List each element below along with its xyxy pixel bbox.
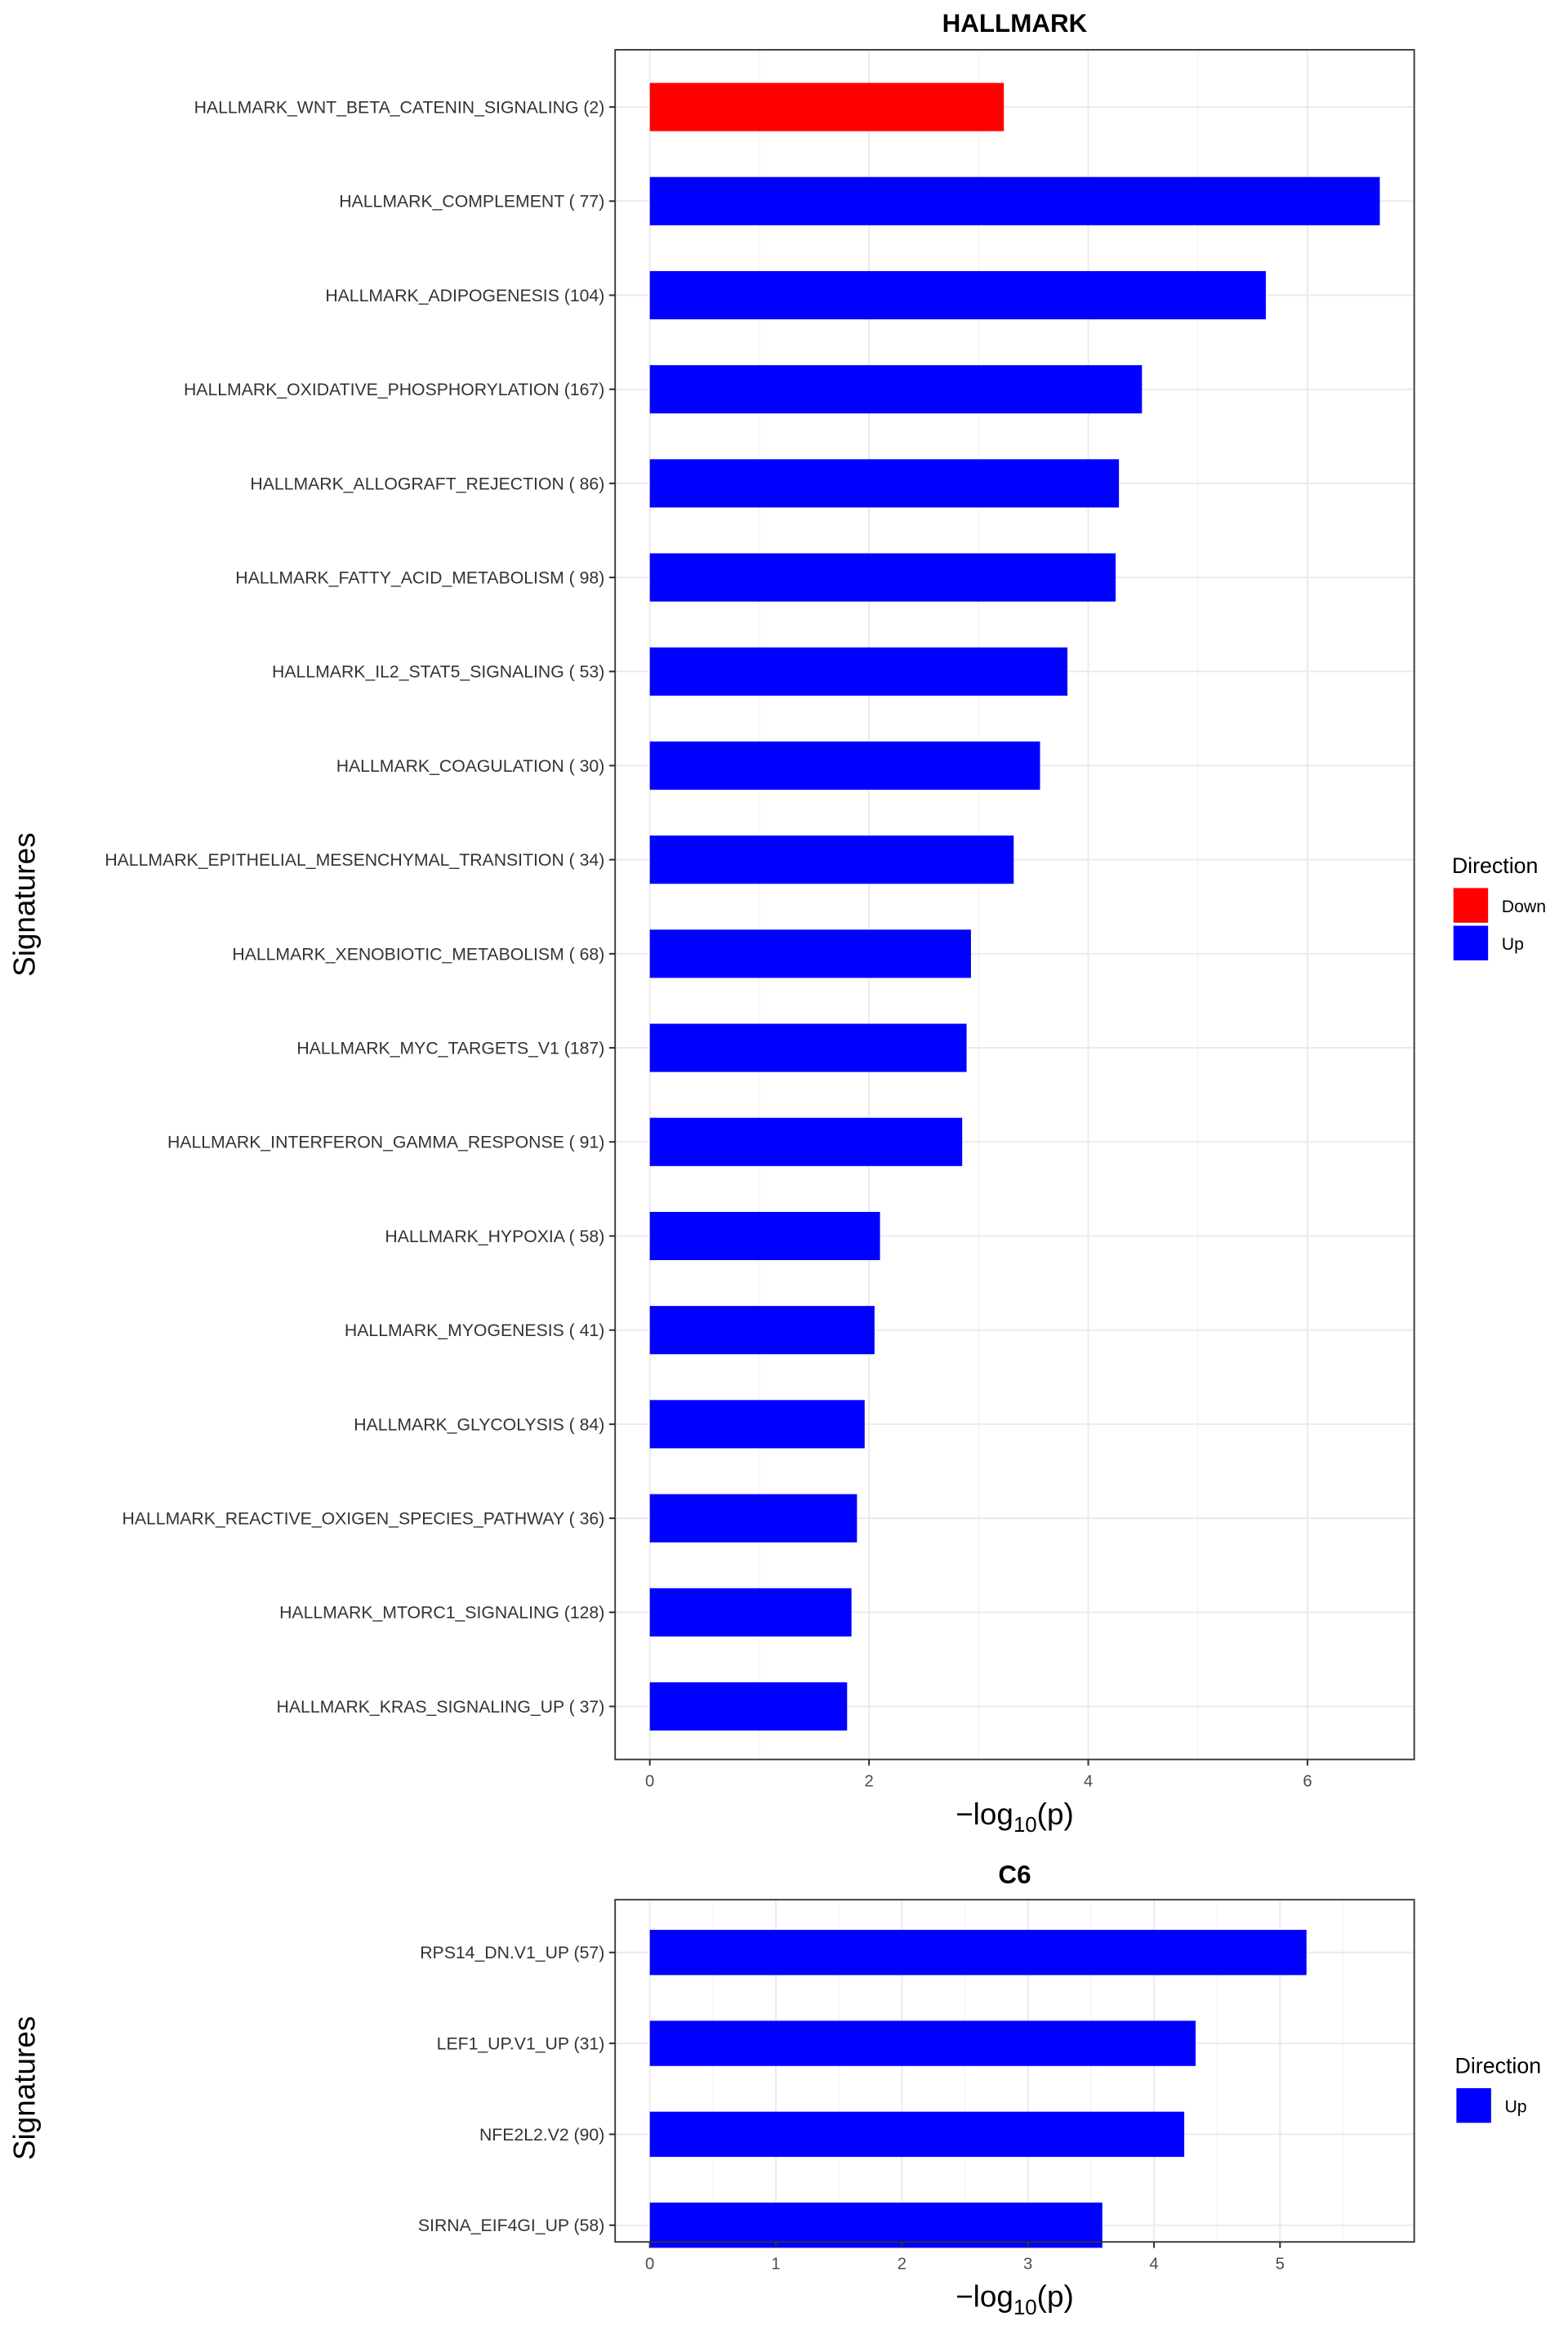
y-tick-label: HALLMARK_GLYCOLYSIS ( 84) [354, 1415, 604, 1434]
hallmark-y-axis: HALLMARK_WNT_BETA_CATENIN_SIGNALING (2) H… [105, 98, 616, 1717]
hallmark-panel: HALLMARK HALLMARK_WNT_BETA_CATENIN_SIGNA… [7, 9, 1546, 1837]
x-tick-label: 4 [1084, 1773, 1093, 1791]
bar [649, 1400, 865, 1449]
x-tick-label: 0 [645, 2255, 654, 2273]
y-tick-label: LEF1_UP.V1_UP (31) [437, 2034, 605, 2053]
y-tick-label: HALLMARK_WNT_BETA_CATENIN_SIGNALING (2) [194, 98, 605, 117]
y-tick-label: HALLMARK_REACTIVE_OXIGEN_SPECIES_PATHWAY… [122, 1509, 605, 1528]
bar [649, 365, 1143, 414]
bar [649, 176, 1380, 225]
legend-key-down [1453, 888, 1489, 923]
bar [649, 647, 1068, 696]
hallmark-y-axis-title: Signatures [7, 832, 41, 976]
hallmark-x-axis-title: −log10(p) [956, 1797, 1074, 1837]
y-tick-label: HALLMARK_OXIDATIVE_PHOSPHORYLATION (167) [184, 381, 604, 399]
bar [649, 1930, 1307, 1976]
hallmark-bars [649, 82, 1380, 1731]
y-tick-label: HALLMARK_IL2_STAT5_SIGNALING ( 53) [272, 663, 604, 682]
c6-bars [649, 1930, 1307, 2248]
y-tick-label: HALLMARK_COAGULATION ( 30) [336, 757, 605, 776]
x-tick-label: 2 [898, 2255, 906, 2273]
c6-title: C6 [998, 1860, 1031, 1889]
y-tick-label: NFE2L2.V2 (90) [479, 2126, 604, 2145]
bar [649, 2203, 1102, 2248]
c6-y-axis: RPS14_DN.V1_UP (57) LEF1_UP.V1_UP (31) NFE… [418, 1944, 616, 2235]
bar [649, 2111, 1185, 2158]
legend-key-up [1453, 925, 1489, 960]
y-tick-label: HALLMARK_ALLOGRAFT_REJECTION ( 86) [250, 474, 604, 493]
y-tick-label: HALLMARK_INTERFERON_GAMMA_RESPONSE ( 91) [167, 1134, 604, 1152]
bar [649, 835, 1014, 884]
y-tick-label: HALLMARK_MTORC1_SIGNALING (128) [279, 1604, 604, 1623]
bar [649, 1306, 875, 1355]
hallmark-x-axis: 0 2 4 6 [645, 1759, 1312, 1791]
y-tick-label: RPS14_DN.V1_UP (57) [420, 1944, 604, 1962]
y-tick-label: HALLMARK_KRAS_SIGNALING_UP ( 37) [277, 1698, 605, 1717]
bar [649, 1117, 963, 1166]
c6-x-axis: 0 1 2 3 4 5 [645, 2242, 1285, 2273]
bar [649, 2020, 1196, 2066]
c6-legend-key-up [1456, 2087, 1491, 2123]
bar [649, 553, 1116, 602]
x-tick-label: 6 [1303, 1773, 1312, 1791]
x-tick-label: 1 [771, 2255, 780, 2273]
bar [649, 459, 1120, 508]
y-tick-label: SIRNA_EIF4GI_UP (58) [418, 2216, 604, 2235]
bar [649, 741, 1040, 791]
hallmark-title: HALLMARK [942, 9, 1088, 38]
c6-x-axis-title: −log10(p) [956, 2280, 1074, 2319]
bar [649, 1211, 880, 1261]
bar [649, 82, 1004, 131]
bar [649, 1682, 848, 1731]
c6-legend-title: Direction [1455, 2053, 1542, 2078]
x-tick-label: 4 [1149, 2255, 1158, 2273]
y-tick-label: HALLMARK_XENOBIOTIC_METABOLISM ( 68) [232, 945, 604, 964]
y-tick-label: HALLMARK_COMPLEMENT ( 77) [339, 193, 604, 212]
hallmark-legend: Direction Down Up [1452, 853, 1546, 960]
x-tick-label: 3 [1023, 2255, 1032, 2273]
x-tick-label: 0 [645, 1773, 654, 1791]
c6-y-axis-title: Signatures [7, 2016, 41, 2160]
x-tick-label: 5 [1276, 2255, 1285, 2273]
bar [649, 929, 971, 978]
bar [649, 1588, 852, 1637]
bar [649, 1494, 858, 1543]
y-tick-label: HALLMARK_EPITHELIAL_MESENCHYMAL_TRANSITI… [105, 851, 604, 870]
hallmark-legend-title: Direction [1452, 853, 1539, 878]
bar [649, 1023, 967, 1072]
c6-panel-border [614, 1899, 1415, 2243]
c6-panel: C6 RPS14_DN.V1_UP (57) LEF1_UP.V1_UP (31)… [7, 1860, 1541, 2319]
c6-legend-label-up: Up [1504, 2097, 1526, 2116]
y-tick-label: HALLMARK_MYOGENESIS ( 41) [345, 1321, 604, 1340]
x-tick-label: 2 [864, 1773, 873, 1791]
bar [649, 270, 1266, 320]
y-tick-label: HALLMARK_HYPOXIA ( 58) [385, 1227, 604, 1246]
legend-label-down: Down [1502, 898, 1546, 916]
legend-label-up: Up [1502, 935, 1524, 954]
hallmark-panel-border [614, 49, 1415, 1761]
c6-legend: Direction Up [1455, 2053, 1542, 2123]
y-tick-label: HALLMARK_FATTY_ACID_METABOLISM ( 98) [235, 568, 604, 587]
y-tick-label: HALLMARK_MYC_TARGETS_V1 (187) [296, 1039, 604, 1058]
y-tick-label: HALLMARK_ADIPOGENESIS (104) [325, 287, 604, 305]
